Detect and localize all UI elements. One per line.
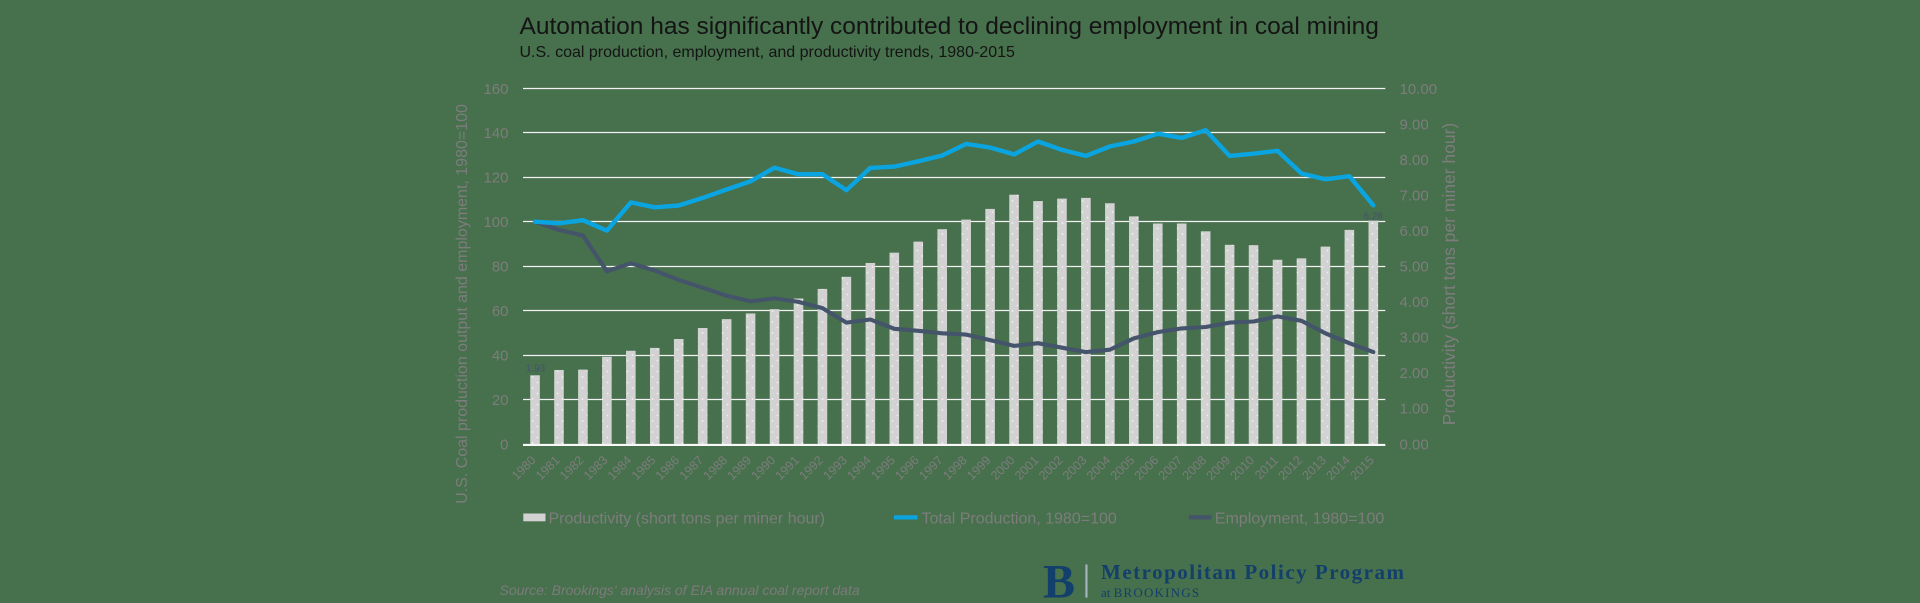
svg-text:Metropolitan Policy Program: Metropolitan Policy Program <box>1101 560 1406 584</box>
svg-text:8.00: 8.00 <box>1400 152 1429 169</box>
svg-text:2.00: 2.00 <box>1400 365 1429 382</box>
svg-text:120: 120 <box>483 170 508 187</box>
svg-text:0: 0 <box>500 436 508 453</box>
svg-text:at BROOKINGS: at BROOKINGS <box>1101 585 1200 600</box>
svg-text:140: 140 <box>483 125 508 142</box>
svg-text:U.S. Coal production output an: U.S. Coal production output and employme… <box>454 104 471 504</box>
svg-text:100: 100 <box>483 214 508 231</box>
svg-text:20: 20 <box>492 392 509 409</box>
svg-text:3.00: 3.00 <box>1400 330 1429 347</box>
svg-text:Productivity (short tons per m: Productivity (short tons per miner hour) <box>1439 123 1459 425</box>
svg-text:1.00: 1.00 <box>1400 401 1429 418</box>
svg-text:9.00: 9.00 <box>1400 116 1429 133</box>
svg-text:B: B <box>1043 556 1075 603</box>
svg-text:Automation has significantly c: Automation has significantly contributed… <box>520 13 1379 40</box>
svg-text:Employment, 1980=100: Employment, 1980=100 <box>1215 510 1385 527</box>
svg-text:60: 60 <box>492 303 509 320</box>
svg-text:6.00: 6.00 <box>1400 223 1429 240</box>
svg-text:0.00: 0.00 <box>1400 436 1429 453</box>
svg-text:6.28: 6.28 <box>1363 212 1383 223</box>
svg-text:Total Production, 1980=100: Total Production, 1980=100 <box>922 510 1117 527</box>
svg-text:40: 40 <box>492 347 509 364</box>
svg-text:80: 80 <box>492 259 509 276</box>
svg-text:5.00: 5.00 <box>1400 259 1429 276</box>
svg-text:Source: Brookings' analysis of: Source: Brookings' analysis of EIA annua… <box>500 582 860 598</box>
svg-text:10.00: 10.00 <box>1400 81 1438 98</box>
svg-text:4.00: 4.00 <box>1400 294 1429 311</box>
svg-text:Productivity (short tons per m: Productivity (short tons per miner hour) <box>549 510 826 527</box>
svg-text:1.93: 1.93 <box>526 364 546 375</box>
svg-text:160: 160 <box>483 81 508 98</box>
svg-text:7.00: 7.00 <box>1400 188 1429 205</box>
svg-text:U.S. coal production, employme: U.S. coal production, employment, and pr… <box>520 44 1015 61</box>
